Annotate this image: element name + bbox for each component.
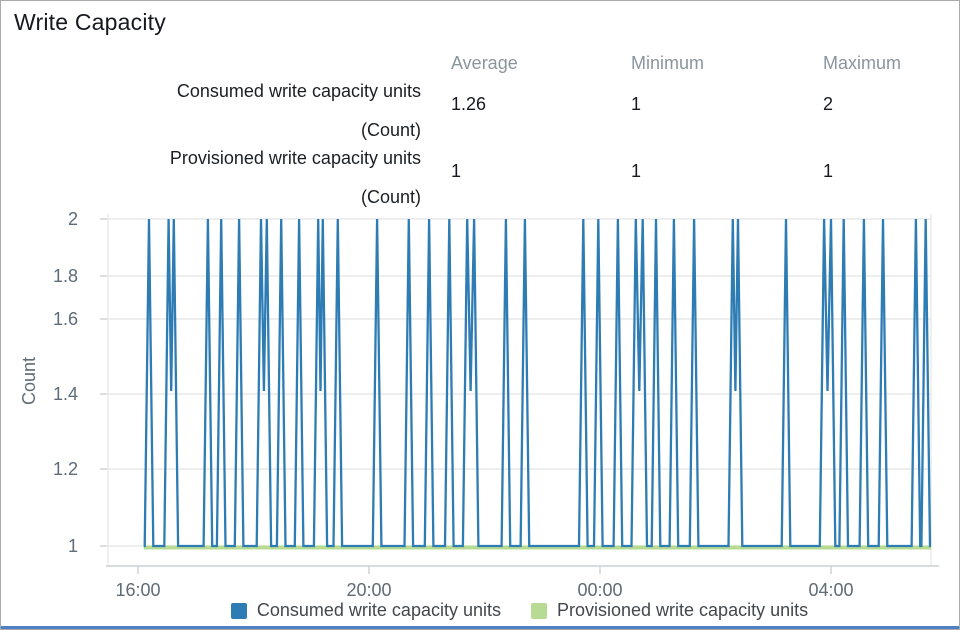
page-title: Write Capacity bbox=[14, 9, 166, 35]
stats-row-provisioned-name: Provisioned write capacity units bbox=[169, 148, 421, 168]
stats-column-average: Average bbox=[451, 53, 518, 73]
stats-row-consumed-unit: (Count) bbox=[360, 120, 421, 140]
x-tick-label: 00:00 bbox=[577, 580, 622, 600]
stats-row-consumed-label: Consumed write capacity units (Count) bbox=[1, 72, 421, 150]
y-tick-label: 1 bbox=[68, 536, 78, 556]
consumed-series-swatch-icon bbox=[230, 602, 247, 619]
bottom-accent-bar bbox=[1, 626, 959, 629]
legend-label-consumed: Consumed write capacity units bbox=[256, 600, 501, 620]
x-tick-label: 20:00 bbox=[346, 580, 391, 600]
x-tick-label: 16:00 bbox=[115, 580, 160, 600]
stats-column-maximum: Maximum bbox=[823, 53, 902, 73]
provisioned-maximum-value: 1 bbox=[823, 161, 834, 181]
y-tick-label: 1.4 bbox=[53, 384, 78, 404]
y-axis-title: Count bbox=[19, 357, 39, 405]
x-tick-label: 04:00 bbox=[808, 580, 853, 600]
y-tick-label: 1.8 bbox=[53, 266, 78, 286]
provisioned-series-swatch-icon bbox=[530, 602, 547, 619]
chart-legend: Consumed write capacity units Provisione… bbox=[108, 600, 931, 621]
legend-item-provisioned[interactable]: Provisioned write capacity units bbox=[530, 600, 809, 621]
consumed-average-value: 1.26 bbox=[451, 94, 487, 114]
consumed-maximum-value: 2 bbox=[823, 94, 834, 114]
y-tick-label: 1.2 bbox=[53, 459, 78, 479]
stats-column-minimum: Minimum bbox=[631, 53, 705, 73]
stats-row-consumed-name: Consumed write capacity units bbox=[176, 81, 421, 101]
stats-row-provisioned-label: Provisioned write capacity units (Count) bbox=[1, 139, 421, 217]
stats-row-provisioned-unit: (Count) bbox=[360, 187, 421, 207]
legend-item-consumed[interactable]: Consumed write capacity units bbox=[230, 600, 501, 621]
consumed-minimum-value: 1 bbox=[631, 94, 642, 114]
consumed-series-line bbox=[143, 218, 932, 548]
y-tick-label: 1.6 bbox=[53, 309, 78, 329]
legend-label-provisioned: Provisioned write capacity units bbox=[556, 600, 809, 620]
y-tick-label: 2 bbox=[68, 209, 78, 229]
provisioned-average-value: 1 bbox=[451, 161, 462, 181]
provisioned-minimum-value: 1 bbox=[631, 161, 642, 181]
